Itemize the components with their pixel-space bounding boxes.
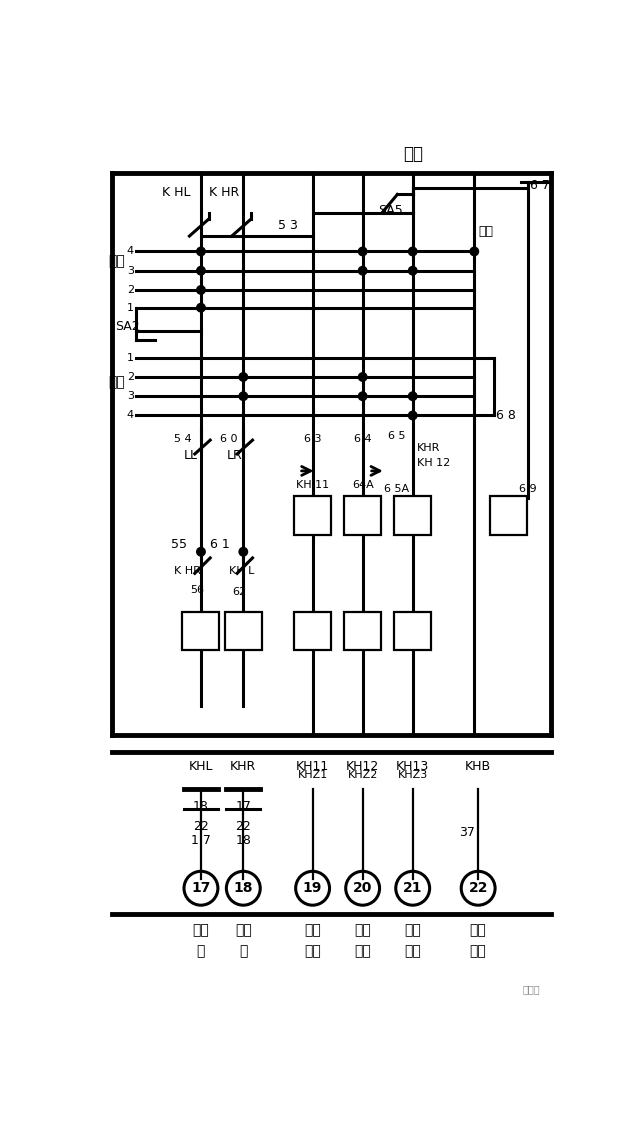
Text: KHB: KHB: [465, 759, 492, 773]
Text: KHL: KHL: [189, 759, 213, 773]
Circle shape: [470, 247, 479, 256]
Text: 回転: 回転: [304, 923, 321, 937]
Text: KH L: KH L: [230, 566, 255, 576]
Text: 二档: 二档: [304, 945, 321, 959]
Circle shape: [358, 247, 367, 256]
Text: 2: 2: [127, 286, 134, 295]
Text: 22: 22: [236, 819, 251, 833]
Text: 回転: 回転: [355, 923, 371, 937]
Text: KHZ1: KHZ1: [298, 770, 328, 781]
Text: 4: 4: [127, 410, 134, 420]
Text: 6 8: 6 8: [496, 409, 516, 421]
Text: 1: 1: [127, 303, 134, 313]
Text: LR: LR: [227, 449, 242, 462]
Circle shape: [408, 247, 417, 256]
Text: 19: 19: [303, 881, 323, 895]
Circle shape: [358, 373, 367, 381]
Text: 制动: 制动: [403, 145, 422, 163]
Text: 6 0: 6 0: [220, 434, 237, 444]
Text: SA2: SA2: [115, 321, 140, 333]
Text: 6 4: 6 4: [354, 434, 371, 444]
Bar: [294, 612, 331, 650]
Text: KH11: KH11: [296, 759, 329, 773]
Circle shape: [239, 373, 248, 381]
Text: KH 11: KH 11: [296, 479, 329, 489]
Text: LL: LL: [184, 449, 198, 462]
Bar: [344, 496, 381, 535]
Text: KH13: KH13: [396, 759, 429, 773]
Text: 回転: 回転: [478, 224, 493, 238]
Text: 5 3: 5 3: [278, 219, 298, 232]
Text: 22: 22: [468, 881, 488, 895]
Circle shape: [408, 266, 417, 275]
Text: KH12: KH12: [346, 759, 380, 773]
Text: 55: 55: [171, 537, 187, 551]
Text: 18: 18: [236, 834, 252, 846]
Circle shape: [196, 266, 205, 275]
Text: 22: 22: [193, 819, 209, 833]
Text: 6 9: 6 9: [520, 484, 537, 494]
Text: 四档: 四档: [404, 945, 421, 959]
Text: KHR: KHR: [417, 443, 440, 453]
Text: 56: 56: [190, 586, 204, 595]
Text: 62: 62: [232, 587, 246, 597]
Text: 3: 3: [127, 391, 134, 401]
Text: 4: 4: [127, 247, 134, 256]
Text: KHZ2: KHZ2: [348, 770, 378, 781]
Circle shape: [239, 392, 248, 400]
Text: 右転: 右転: [109, 375, 125, 390]
Text: 6 3: 6 3: [304, 434, 321, 444]
Text: 制動: 制動: [470, 945, 486, 959]
Text: 転: 転: [196, 945, 205, 959]
Text: 1: 1: [127, 352, 134, 363]
Text: 18: 18: [193, 800, 209, 812]
Text: 17: 17: [191, 881, 211, 895]
Bar: [394, 612, 431, 650]
Circle shape: [196, 286, 205, 295]
Text: K HL: K HL: [163, 186, 191, 198]
Text: K HR: K HR: [209, 186, 239, 198]
Text: 20: 20: [353, 881, 372, 895]
Circle shape: [408, 411, 417, 419]
Text: 2: 2: [127, 372, 134, 382]
Bar: [225, 612, 262, 650]
Text: 三档: 三档: [355, 945, 371, 959]
Text: 左転: 左転: [109, 255, 125, 269]
Text: 塔吊迷: 塔吊迷: [522, 985, 540, 995]
Bar: [344, 612, 381, 650]
Circle shape: [358, 392, 367, 400]
Circle shape: [408, 392, 417, 400]
Text: 6 5: 6 5: [387, 432, 405, 441]
Text: 37: 37: [459, 826, 474, 838]
Text: KHZ3: KHZ3: [397, 770, 428, 781]
Text: 3: 3: [127, 266, 134, 275]
Bar: [294, 496, 331, 535]
Text: 右回: 右回: [235, 923, 252, 937]
Text: 64A: 64A: [352, 479, 374, 489]
Text: 18: 18: [234, 881, 253, 895]
Text: K HR: K HR: [174, 566, 201, 576]
Circle shape: [239, 547, 248, 556]
Bar: [394, 496, 431, 535]
Text: 転: 転: [239, 945, 248, 959]
Text: 6 1: 6 1: [210, 537, 230, 551]
Text: KH 12: KH 12: [417, 458, 450, 468]
Text: KHR: KHR: [230, 759, 257, 773]
Text: 17: 17: [236, 800, 252, 812]
Text: SA5: SA5: [378, 204, 403, 216]
Text: 1 7: 1 7: [191, 834, 211, 846]
Circle shape: [358, 266, 367, 275]
Circle shape: [196, 247, 205, 256]
Text: 6 5A: 6 5A: [384, 484, 409, 494]
Bar: [182, 612, 220, 650]
Circle shape: [196, 304, 205, 312]
Text: 21: 21: [403, 881, 422, 895]
Circle shape: [196, 547, 205, 556]
Text: 回転: 回転: [404, 923, 421, 937]
Bar: [490, 496, 527, 535]
Text: 回転: 回転: [470, 923, 486, 937]
Text: 左回: 左回: [193, 923, 209, 937]
Text: 5 4: 5 4: [174, 434, 192, 444]
Text: 6 7: 6 7: [530, 179, 550, 193]
